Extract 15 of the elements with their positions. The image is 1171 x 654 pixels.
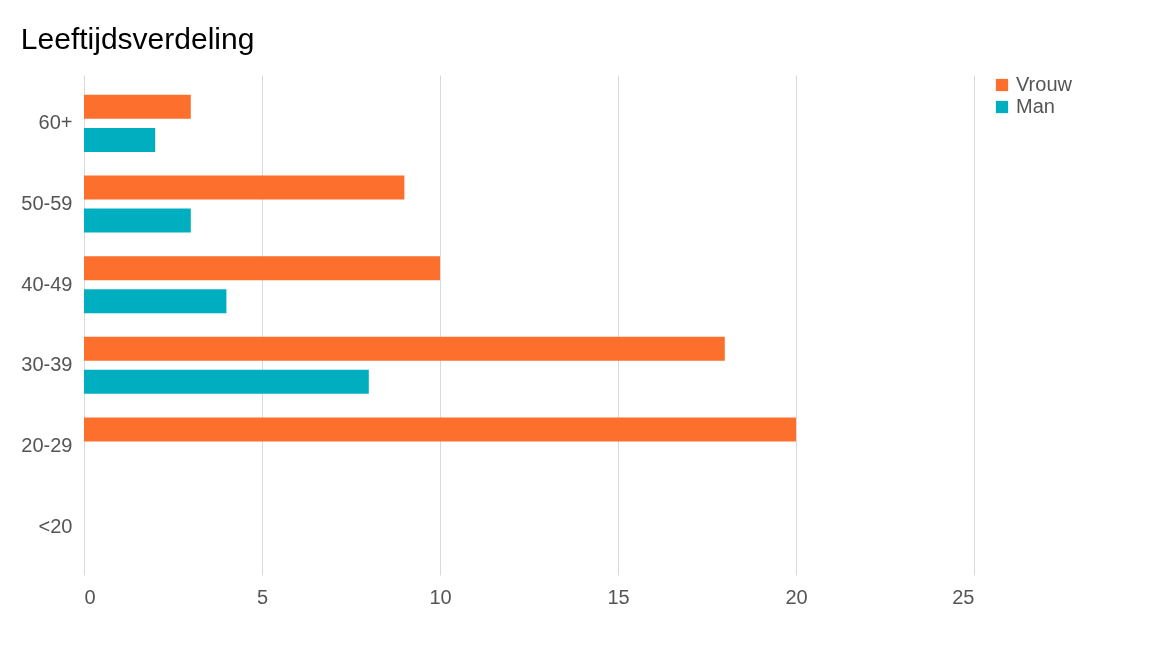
y-tick-label: <20 — [38, 514, 73, 537]
x-tick-label: 25 — [952, 585, 975, 608]
legend-label: Man — [1016, 95, 1055, 117]
x-tick-label: 15 — [607, 585, 630, 608]
x-tick-label: 20 — [785, 585, 808, 608]
y-tick-label: 60+ — [38, 111, 73, 134]
x-tick-label: 0 — [84, 585, 96, 608]
y-tick-label: 50-59 — [21, 192, 73, 215]
y-tick-label: 20-29 — [21, 433, 73, 456]
x-tick-label: 5 — [256, 585, 269, 608]
x-tick-label: 10 — [429, 585, 452, 608]
y-tick-label: 40-49 — [21, 272, 73, 295]
chart-title: Leeftijdsverdeling — [20, 22, 255, 55]
legend-label: Vrouw — [1016, 73, 1073, 95]
y-tick-label: 30-39 — [21, 353, 73, 376]
